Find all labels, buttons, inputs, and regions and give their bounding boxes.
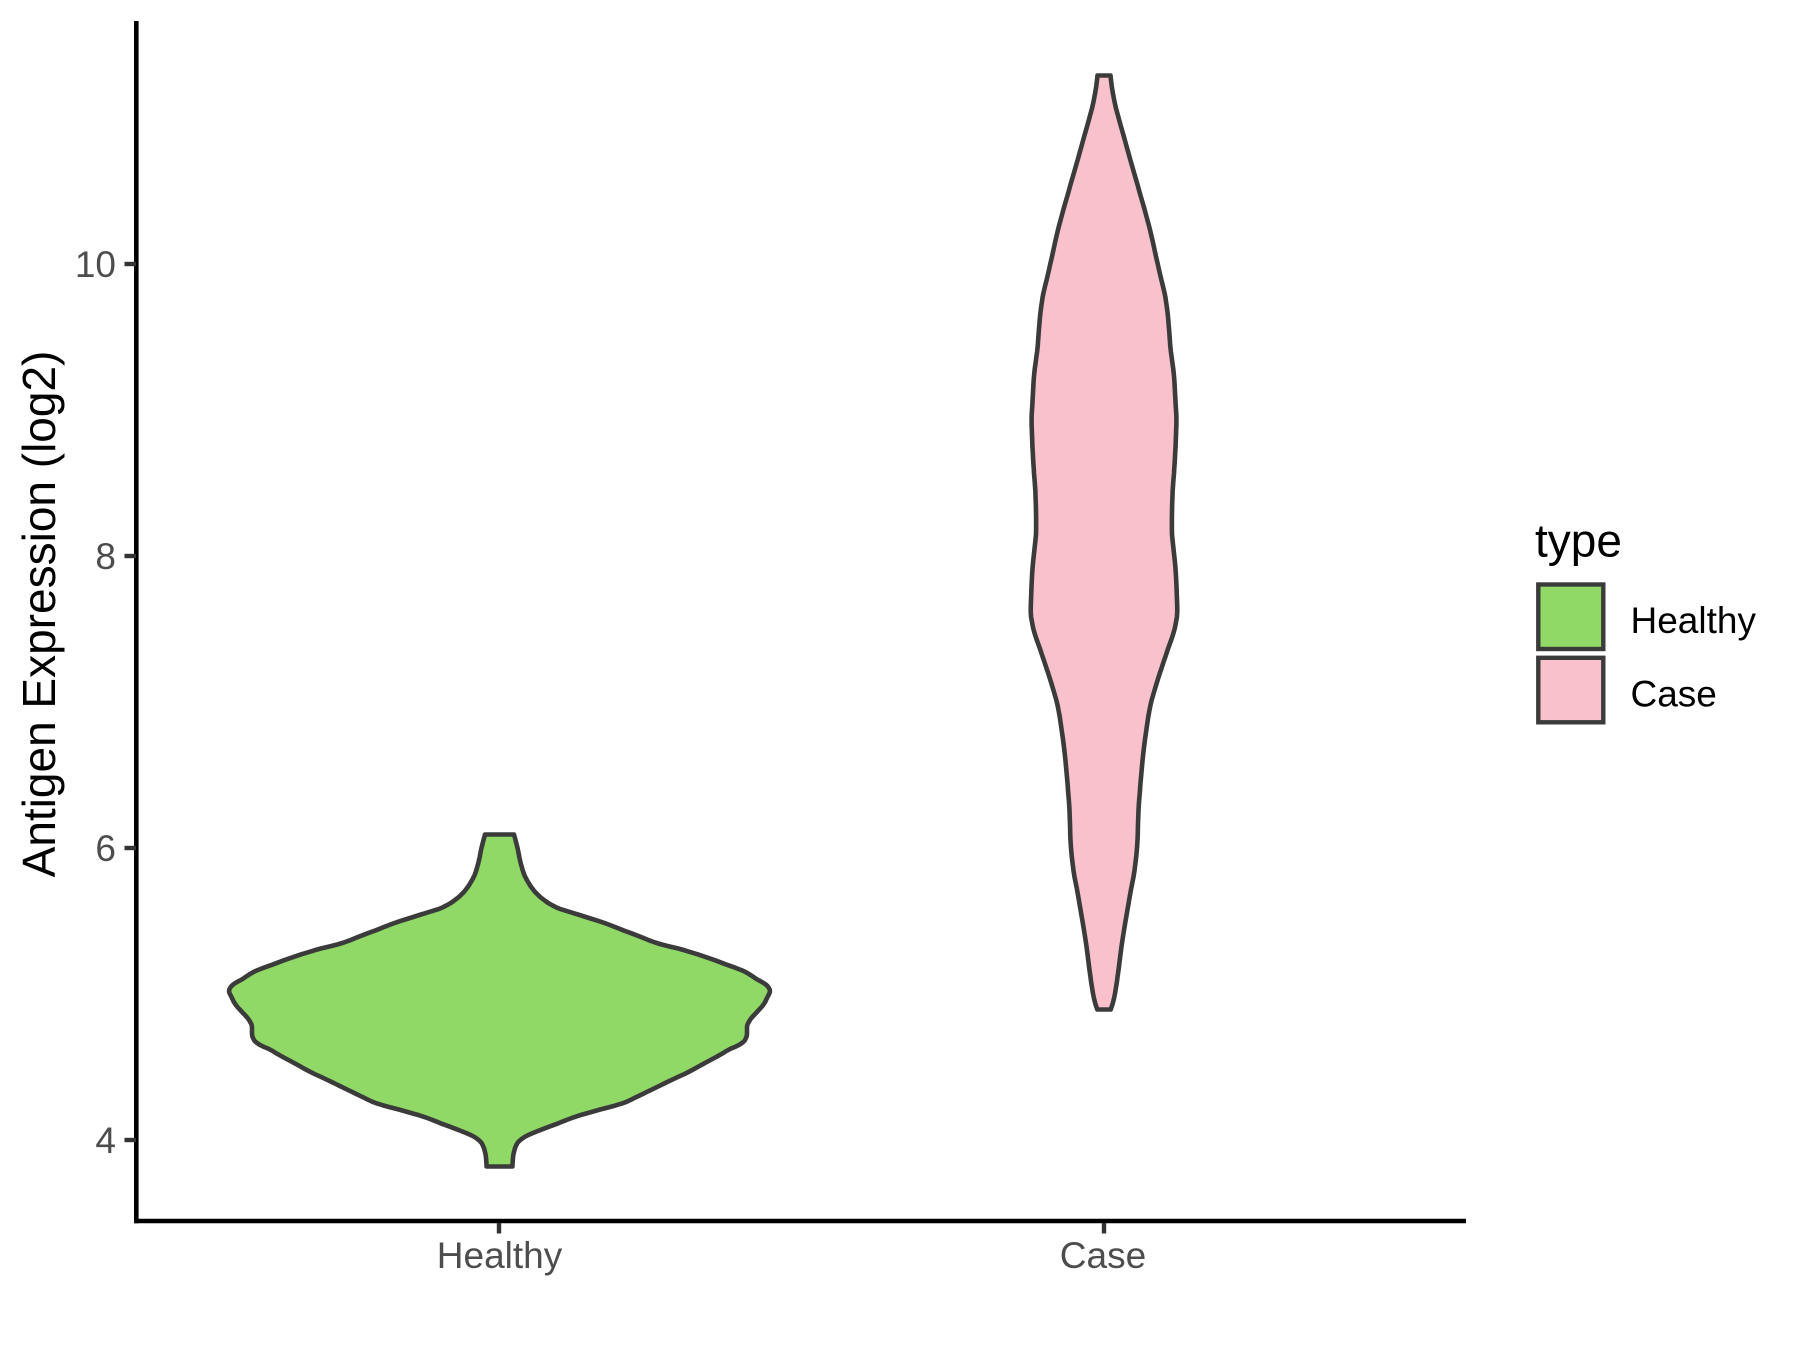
svg-text:8: 8 bbox=[95, 536, 116, 577]
svg-text:Case: Case bbox=[1631, 673, 1717, 714]
svg-text:type: type bbox=[1535, 515, 1622, 567]
svg-text:6: 6 bbox=[95, 828, 116, 869]
svg-text:4: 4 bbox=[95, 1120, 116, 1161]
svg-text:Case: Case bbox=[1060, 1235, 1146, 1276]
svg-text:Healthy: Healthy bbox=[437, 1235, 563, 1276]
svg-text:10: 10 bbox=[75, 244, 116, 285]
svg-text:Healthy: Healthy bbox=[1631, 600, 1757, 641]
svg-text:Antigen Expression (log2): Antigen Expression (log2) bbox=[13, 351, 65, 878]
